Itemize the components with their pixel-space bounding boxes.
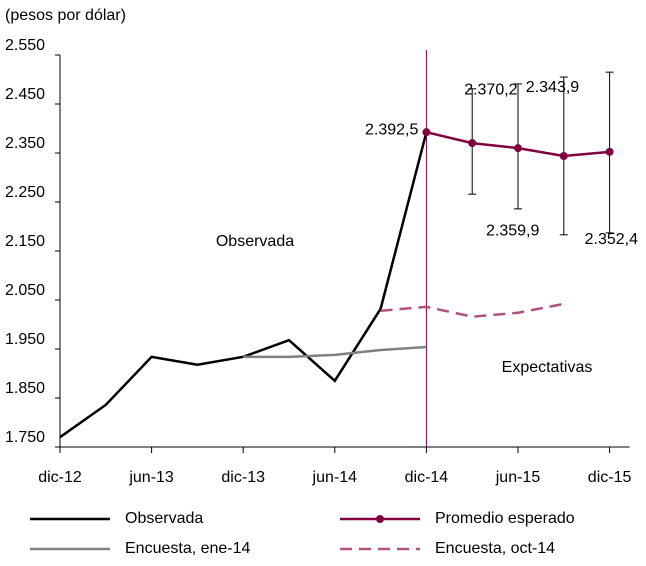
data-label: 2.343,9: [526, 79, 579, 96]
data-label: 2.352,4: [585, 231, 638, 248]
x-tick-label: jun-13: [128, 469, 174, 486]
x-tick-label: dic-13: [221, 469, 265, 486]
x-tick-label: dic-15: [588, 469, 632, 486]
x-tick-label: jun-15: [495, 469, 541, 486]
y-tick-label: 2.050: [5, 282, 45, 299]
x-tick-label: jun-14: [312, 469, 358, 486]
x-tick-label: dic-12: [38, 469, 82, 486]
data-label: 2.370,2: [464, 81, 517, 98]
legend-label: Encuesta, oct-14: [435, 540, 555, 557]
y-tick-label: 2.150: [5, 233, 45, 250]
series-line: [380, 302, 565, 318]
marker: [468, 139, 477, 148]
y-tick-label: 2.250: [5, 184, 45, 201]
marker: [559, 151, 568, 160]
legend-label: Observada: [125, 510, 203, 527]
annotation: Observada: [216, 233, 294, 250]
series-line: [243, 345, 427, 359]
marker: [514, 144, 522, 153]
y-tick-label: 1.850: [5, 380, 45, 397]
y-tick-label: 2.550: [5, 37, 45, 54]
legend-label: Encuesta, ene-14: [125, 540, 251, 557]
y-tick-label: 1.950: [5, 331, 45, 348]
data-label: 2.392,5: [365, 121, 418, 138]
y-tick-label: 2.350: [5, 135, 45, 152]
legend-marker: [376, 515, 384, 523]
series-line: [59, 131, 428, 439]
y-tick-label: 1.750: [5, 429, 45, 446]
marker: [422, 128, 431, 137]
marker: [605, 147, 614, 156]
x-tick-label: dic-14: [405, 469, 449, 486]
legend-label: Promedio esperado: [435, 510, 575, 527]
data-label: 2.359,9: [486, 222, 539, 239]
y-tick-label: 2.450: [5, 86, 45, 103]
annotation: Expectativas: [502, 359, 593, 376]
y-axis-label: (pesos por dólar): [5, 7, 126, 24]
